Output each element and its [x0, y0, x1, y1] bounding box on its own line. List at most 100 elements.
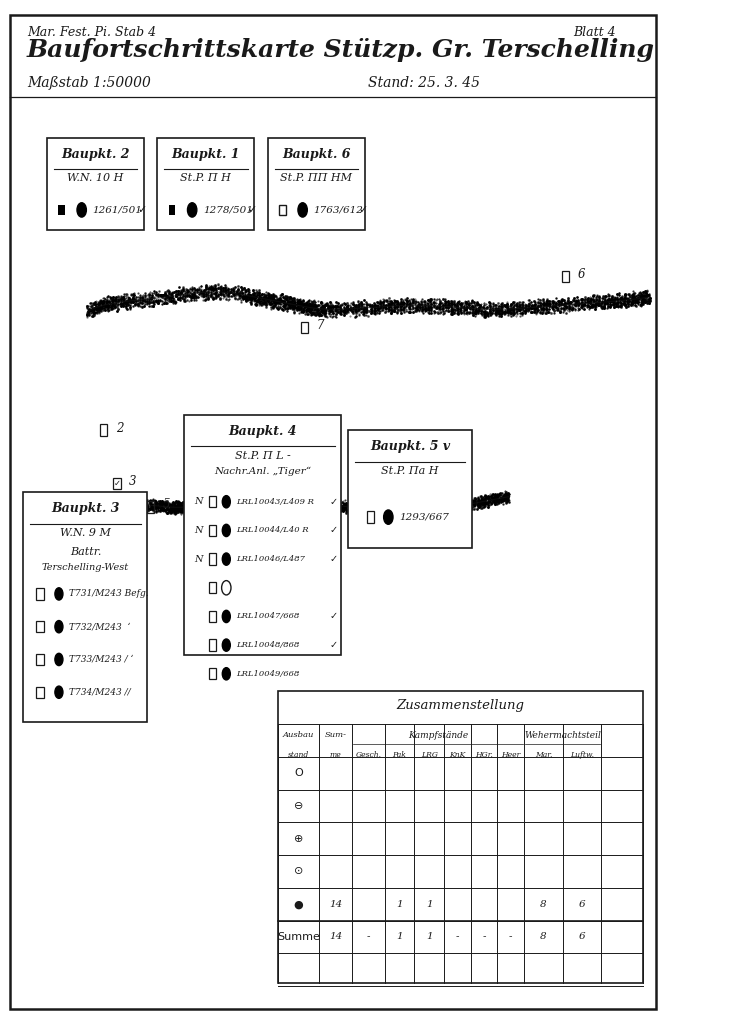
- Bar: [268, 138, 365, 230]
- Text: ✓: ✓: [248, 205, 257, 215]
- Text: 5: 5: [163, 499, 170, 511]
- Text: ✓: ✓: [358, 205, 368, 215]
- Circle shape: [77, 203, 86, 217]
- Text: LRG: LRG: [420, 751, 437, 759]
- Bar: [36, 686, 44, 698]
- Text: Heer: Heer: [501, 751, 520, 759]
- Text: W.N. 10 H: W.N. 10 H: [67, 173, 124, 183]
- Circle shape: [222, 496, 231, 508]
- Text: Stand: 25. 3. 45: Stand: 25. 3. 45: [368, 76, 480, 90]
- Text: N: N: [194, 526, 202, 535]
- Circle shape: [222, 553, 231, 565]
- Text: T733/M243 / ‘: T733/M243 / ‘: [69, 655, 133, 664]
- Text: ✓: ✓: [137, 205, 147, 215]
- Text: Ausbau: Ausbau: [283, 731, 314, 739]
- Text: HGr.: HGr.: [475, 751, 493, 759]
- Circle shape: [222, 610, 231, 623]
- Text: -: -: [367, 933, 370, 941]
- Circle shape: [222, 524, 231, 537]
- Text: 1: 1: [426, 900, 432, 908]
- Circle shape: [55, 621, 63, 633]
- Text: Blatt 4: Blatt 4: [574, 26, 616, 39]
- Text: 1: 1: [426, 933, 432, 941]
- Text: Mar. Fest. Pi. Stab 4: Mar. Fest. Pi. Stab 4: [27, 26, 156, 39]
- Text: stand: stand: [288, 751, 310, 759]
- Text: 1293/667: 1293/667: [399, 513, 449, 521]
- Bar: [147, 502, 154, 512]
- Bar: [169, 205, 176, 215]
- Text: 2: 2: [116, 422, 124, 434]
- Bar: [100, 424, 107, 436]
- Text: ⊙: ⊙: [294, 866, 304, 877]
- Text: Battr.: Battr.: [70, 547, 101, 557]
- Text: LRL10048/868: LRL10048/868: [236, 641, 299, 649]
- Bar: [184, 415, 341, 655]
- Text: 8: 8: [540, 900, 547, 908]
- Circle shape: [384, 510, 393, 524]
- Text: ●: ●: [294, 899, 304, 909]
- Text: LRL10046/L487: LRL10046/L487: [236, 555, 305, 563]
- Text: Pak: Pak: [393, 751, 406, 759]
- Text: ✓: ✓: [330, 525, 338, 536]
- Circle shape: [55, 653, 63, 666]
- Text: 1763/612: 1763/612: [313, 206, 363, 214]
- Text: Baupkt. 1: Baupkt. 1: [172, 148, 240, 162]
- Text: T734/M243 //: T734/M243 //: [69, 688, 131, 696]
- Bar: [208, 669, 216, 680]
- Text: St.P. Π L -: St.P. Π L -: [235, 451, 291, 461]
- Text: Zusammenstellung: Zusammenstellung: [397, 699, 525, 713]
- Text: N: N: [194, 498, 202, 506]
- Bar: [58, 205, 65, 215]
- Circle shape: [222, 639, 231, 651]
- Text: Terschelling-West: Terschelling-West: [42, 563, 129, 572]
- Text: Baupkt. 2: Baupkt. 2: [61, 148, 129, 162]
- Text: -: -: [509, 933, 513, 941]
- Bar: [208, 524, 216, 537]
- Text: -: -: [482, 933, 486, 941]
- Text: Luftw.: Luftw.: [570, 751, 594, 759]
- Circle shape: [55, 686, 63, 698]
- Text: Maßstab 1:50000: Maßstab 1:50000: [27, 76, 150, 90]
- Text: 14: 14: [329, 900, 342, 908]
- Text: 6: 6: [578, 268, 586, 281]
- Text: 1278/501: 1278/501: [203, 206, 253, 214]
- Circle shape: [222, 668, 231, 680]
- Bar: [301, 322, 308, 333]
- Text: Summe: Summe: [278, 932, 320, 942]
- Text: Baupkt. 5 v: Baupkt. 5 v: [370, 440, 450, 454]
- Text: Baupkt. 4: Baupkt. 4: [228, 425, 297, 438]
- Text: Baupkt. 6: Baupkt. 6: [282, 148, 350, 162]
- Text: 3: 3: [129, 475, 137, 487]
- Text: 4: 4: [233, 437, 240, 450]
- Text: Kampfstände: Kampfstände: [408, 731, 468, 740]
- Text: Gesch.: Gesch.: [356, 751, 382, 759]
- Text: 8: 8: [540, 933, 547, 941]
- Bar: [114, 477, 121, 488]
- Text: ✓: ✓: [330, 497, 338, 507]
- Text: Baupkt. 3: Baupkt. 3: [51, 502, 120, 515]
- Text: N: N: [194, 555, 202, 563]
- Bar: [279, 205, 286, 215]
- Text: KnK: KnK: [449, 751, 466, 759]
- Bar: [208, 553, 216, 565]
- Text: LRL10049/668: LRL10049/668: [236, 670, 299, 678]
- Text: LRL10043/L409 R: LRL10043/L409 R: [236, 498, 313, 506]
- Text: St.P. Πa H: St.P. Πa H: [382, 466, 439, 476]
- Circle shape: [298, 203, 307, 217]
- Bar: [23, 492, 147, 722]
- Text: 7: 7: [317, 319, 324, 332]
- Bar: [36, 588, 44, 599]
- Circle shape: [187, 203, 197, 217]
- Text: Wehermachtsteil: Wehermachtsteil: [525, 731, 601, 740]
- Bar: [157, 138, 254, 230]
- Text: -: -: [455, 933, 459, 941]
- Bar: [348, 430, 472, 548]
- Bar: [208, 610, 216, 622]
- Bar: [36, 621, 44, 632]
- Text: Mar.: Mar.: [535, 751, 552, 759]
- Circle shape: [55, 588, 63, 600]
- Text: T732/M243  ‘: T732/M243 ‘: [69, 623, 130, 631]
- Text: Nachr.Anl. „Tiger“: Nachr.Anl. „Tiger“: [214, 467, 311, 476]
- Text: 1: 1: [396, 900, 403, 908]
- Text: O: O: [294, 768, 303, 778]
